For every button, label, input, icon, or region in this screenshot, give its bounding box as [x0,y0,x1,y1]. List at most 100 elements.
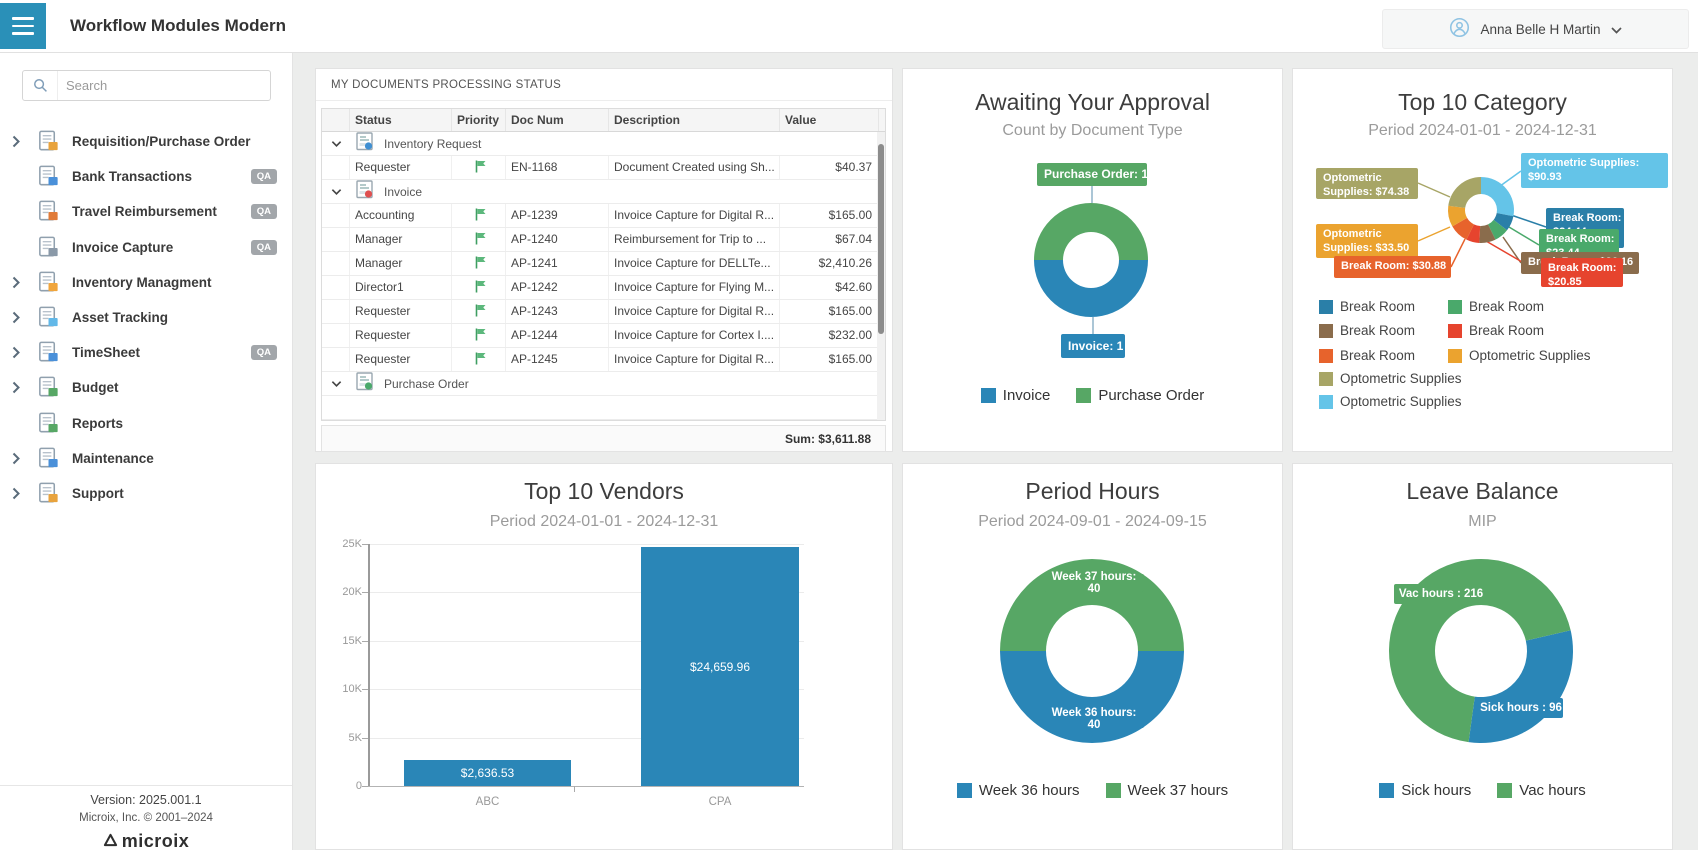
inventory-managment-icon [36,270,72,295]
sidebar-item-label: TimeSheet [72,345,141,361]
y-axis-line [368,544,370,786]
y-tick-mark [362,592,368,594]
table-row[interactable]: Requester AP-1245 Invoice Capture for Digi… [322,348,885,372]
column-header-priority[interactable]: Priority [452,109,506,131]
collapse-chevron-icon[interactable] [322,375,350,393]
legend-item-week-36-hours: Week 36 hours [956,782,1080,799]
user-menu[interactable]: Anna Belle H Martin [1382,9,1689,49]
sidebar-item-label: Reports [72,415,124,431]
grid-sum-row: Sum: $3,611.88 [321,425,886,452]
priority-flag-icon [452,300,506,323]
sidebar-item-invoice-capture[interactable]: Invoice Capture QA [0,230,292,265]
cell-value: $165.00 [780,348,879,371]
category-slice-break-room [1466,224,1481,243]
gridline [368,592,804,594]
legend-item-sick-hours: Sick hours [1379,782,1471,799]
collapse-chevron-icon[interactable] [322,183,350,201]
cell-value: $2,410.26 [780,252,879,275]
y-tick-mark [362,640,368,642]
chevron-right-icon[interactable] [0,276,36,289]
legend-label: Break Room [1469,299,1545,314]
qa-badge: QA [250,345,277,361]
cell-value: $67.04 [780,228,879,251]
sidebar-item-travel-reimbursement[interactable]: Travel Reimbursement QA [0,194,292,229]
cell-doc-num: AP-1239 [506,204,609,227]
table-row[interactable]: Requester AP-1244 Invoice Capture for Cort… [322,324,885,348]
chevron-right-icon[interactable] [0,452,36,465]
table-row[interactable]: Requester EN-1168 Document Created using S… [322,156,885,180]
sidebar-item-maintenance[interactable]: Maintenance [0,441,292,476]
row-expander-cell [322,348,350,371]
search-icon [23,71,58,100]
sidebar-item-asset-tracking[interactable]: Asset Tracking [0,300,292,335]
sidebar-item-budget[interactable]: Budget [0,370,292,405]
cell-description: Invoice Capture for Digital R... [609,300,780,323]
chevron-right-icon[interactable] [0,346,36,359]
cell-status: Accounting [350,204,452,227]
sidebar-item-timesheet[interactable]: TimeSheet QA [0,335,292,370]
grid-scrollbar[interactable] [877,132,885,420]
legend-label: Week 37 hours [1127,782,1229,799]
x-axis-label-cpa: CPA [708,796,732,808]
table-row[interactable]: Manager AP-1241 Invoice Capture for DELLTe… [322,252,885,276]
grid-scrollbar-thumb[interactable] [878,144,884,334]
priority-flag-icon [452,324,506,347]
cell-description: Reimbursement for Trip to ... [609,228,780,251]
y-tick-mark [362,737,368,739]
chevron-right-icon[interactable] [0,487,36,500]
cell-doc-num: AP-1243 [506,300,609,323]
group-row-purchase-order[interactable]: Purchase Order [322,371,885,396]
search-input[interactable] [58,78,270,93]
chevron-right-icon[interactable] [0,381,36,394]
group-row-inventory-request[interactable]: Inventory Request [322,131,885,156]
sidebar-item-reports[interactable]: Reports [0,406,292,441]
empty-row [322,396,885,420]
sidebar-item-inventory-managment[interactable]: Inventory Managment [0,265,292,300]
legend-swatch [1448,323,1462,338]
gridline [368,640,804,642]
bar-value-label: $24,659.96 [689,659,751,674]
cell-status: Manager [350,252,452,275]
sidebar-item-requisition-purchase-order[interactable]: Requisition/Purchase Order [0,124,292,159]
sidebar-item-support[interactable]: Support [0,476,292,511]
leave-slice-sick-hours [1468,630,1574,744]
sidebar-item-label: Support [72,486,124,501]
group-name: Inventory Request [384,136,482,151]
category-slice-optometric-supplies [1447,205,1468,227]
ring-label-vac-hours: Vac hours : 216 [1394,584,1488,604]
group-row-invoice[interactable]: Invoice [322,179,885,204]
column-header-description[interactable]: Description [609,109,780,131]
column-header-value[interactable]: Value [780,109,879,131]
row-expander-cell [322,156,350,179]
column-header-status[interactable]: Status [350,109,452,131]
legend-item-break-room: Break Room [1448,299,1544,314]
table-row[interactable]: Manager AP-1240 Reimbursement for Trip to … [322,228,885,252]
category-title: Top 10 Category [1398,89,1567,115]
legend-item-break-room: Break Room [1448,323,1544,338]
cell-status: Director1 [350,276,452,299]
column-header-doc-num[interactable]: Doc Num [506,109,609,131]
top-bar: Workflow Modules Modern Anna Belle H Mar… [0,0,1698,53]
document-type-icon [356,371,378,396]
chevron-right-icon[interactable] [0,135,36,148]
category-slice-break-room [1493,213,1514,231]
sidebar-item-label: Asset Tracking [72,310,169,325]
requisition-purchase-order-icon [36,129,72,154]
priority-flag-icon [452,348,506,371]
budget-icon [36,375,72,400]
legend-swatch [1319,323,1333,338]
documents-panel-title: MY DOCUMENTS PROCESSING STATUS [331,79,562,91]
cell-doc-num: AP-1240 [506,228,609,251]
hours-legend: Week 36 hours Week 37 hours [903,782,1282,799]
table-row[interactable]: Requester AP-1243 Invoice Capture for Digi… [322,300,885,324]
sidebar-item-bank-transactions[interactable]: Bank Transactions QA [0,159,292,194]
table-row[interactable]: Director1 AP-1242 Invoice Capture for Flyi… [322,276,885,300]
chevron-right-icon[interactable] [0,311,36,324]
hamburger-menu-button[interactable] [0,3,46,49]
callout-break-room-30-88: Break Room: $30.88 [1334,256,1451,278]
category-slice-optometric-supplies [1481,177,1514,217]
cell-status: Requester [350,348,452,371]
table-row[interactable]: Accounting AP-1239 Invoice Capture for Dig… [322,204,885,228]
collapse-chevron-icon[interactable] [322,135,350,153]
sidebar-search-box [22,70,271,101]
